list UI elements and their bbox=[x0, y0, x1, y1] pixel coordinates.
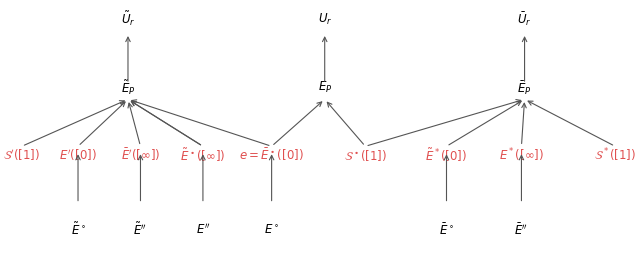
Text: $\bar{E}_P$: $\bar{E}_P$ bbox=[517, 79, 532, 97]
Text: $e = \bar{E}^\bullet([0])$: $e = \bar{E}^\bullet([0])$ bbox=[239, 147, 304, 163]
Text: $E_P$: $E_P$ bbox=[318, 80, 332, 95]
Text: $\bar{E}'([\infty])$: $\bar{E}'([\infty])$ bbox=[121, 147, 160, 163]
Text: $\tilde{E}^\circ$: $\tilde{E}^\circ$ bbox=[71, 222, 85, 238]
Text: $E'([0])$: $E'([0])$ bbox=[59, 148, 97, 163]
Text: $E''$: $E''$ bbox=[196, 223, 211, 237]
Text: $\mathcal{S}'([1])$: $\mathcal{S}'([1])$ bbox=[3, 148, 40, 163]
Text: $\tilde{E}''$: $\tilde{E}''$ bbox=[134, 222, 148, 238]
Text: $\mathcal{S}^\bullet([1])$: $\mathcal{S}^\bullet([1])$ bbox=[343, 148, 387, 163]
Text: $E^*([\infty])$: $E^*([\infty])$ bbox=[499, 146, 544, 164]
Text: $\tilde{E}^\bullet([\infty])$: $\tilde{E}^\bullet([\infty])$ bbox=[180, 146, 225, 164]
Text: $\bar{U}_r$: $\bar{U}_r$ bbox=[517, 11, 532, 28]
Text: $\tilde{E}_P$: $\tilde{E}_P$ bbox=[121, 79, 135, 97]
Text: $\mathcal{S}^*([1])$: $\mathcal{S}^*([1])$ bbox=[594, 146, 636, 164]
Text: $\bar{E}''$: $\bar{E}''$ bbox=[514, 223, 528, 238]
Text: $U_r$: $U_r$ bbox=[318, 12, 332, 27]
Text: $\tilde{E}^*([0])$: $\tilde{E}^*([0])$ bbox=[426, 146, 467, 164]
Text: $E^\circ$: $E^\circ$ bbox=[264, 224, 279, 237]
Text: $\tilde{U}_r$: $\tilde{U}_r$ bbox=[121, 10, 135, 29]
Text: $\bar{E}^\circ$: $\bar{E}^\circ$ bbox=[439, 223, 454, 238]
